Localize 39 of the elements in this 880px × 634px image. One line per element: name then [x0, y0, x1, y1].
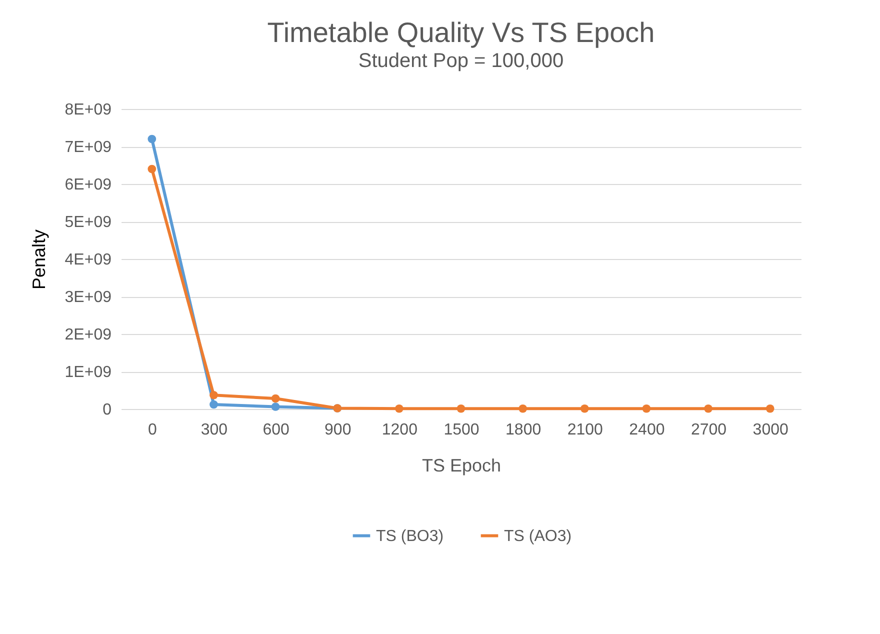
point	[210, 400, 218, 409]
point	[395, 404, 404, 413]
x-tick-label: 2700	[690, 422, 727, 438]
point	[456, 404, 466, 413]
x-axis-title: TS Epoch	[422, 456, 502, 476]
x-tick-label: 1800	[506, 422, 542, 438]
x-tick-label: 1500	[444, 422, 480, 438]
point	[766, 404, 774, 413]
point	[642, 404, 651, 413]
y-tick-label: 0	[102, 402, 112, 418]
chart-subtitle: Student Pop = 100,000	[358, 50, 564, 72]
point	[271, 394, 280, 403]
point	[148, 134, 156, 144]
y-tick-label: 7E+09	[64, 139, 112, 156]
y-axis-title: Penalty	[28, 229, 49, 290]
legend-label: TS (BO3)	[376, 528, 444, 545]
y-tick-label: 6E+09	[64, 176, 112, 194]
point	[148, 164, 156, 174]
x-tick-label: 900	[324, 422, 352, 438]
x-tick-label: 2400	[629, 422, 665, 438]
y-tick-label: 1E+09	[64, 364, 112, 381]
x-tick-label: 3000	[752, 422, 788, 438]
point	[580, 404, 589, 413]
x-tick-label: 2100	[567, 422, 604, 438]
x-tick-label: 300	[200, 422, 228, 438]
x-tick-label: 0	[148, 422, 157, 438]
x-tick-label: 1200	[382, 422, 418, 438]
point	[210, 390, 218, 400]
y-tick-label: 5E+09	[64, 214, 112, 231]
chart-title: Timetable Quality Vs TS Epoch	[267, 17, 655, 48]
x-tick-label: 600	[262, 422, 290, 438]
y-tick-label: 2E+09	[64, 326, 112, 344]
y-tick-label: 4E+09	[64, 252, 112, 268]
point	[271, 402, 280, 411]
point	[518, 404, 527, 413]
legend-label: TS (AO3)	[504, 528, 572, 545]
y-tick-label: 8E+09	[64, 102, 112, 118]
point	[704, 404, 712, 413]
y-tick-label: 3E+09	[64, 289, 112, 306]
